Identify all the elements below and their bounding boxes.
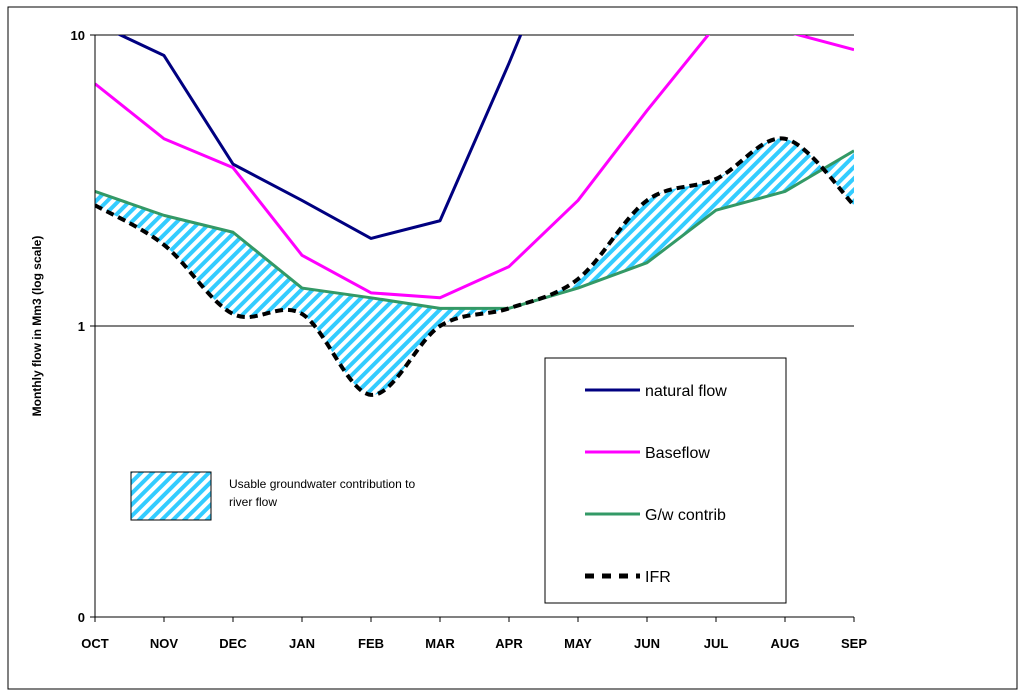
x-tick-label: NOV	[150, 636, 179, 651]
series-lines	[95, 35, 854, 397]
legend-label-natural-flow: natural flow	[645, 383, 727, 400]
usable-groundwater-area	[95, 138, 854, 395]
shaded-area-label-line2: river flow	[229, 495, 277, 509]
x-tick-label: FEB	[358, 636, 384, 651]
y-axis-title: Monthly flow in Mm3 (log scale)	[30, 236, 44, 417]
x-tick-label: DEC	[219, 636, 247, 651]
x-tick-label: MAR	[425, 636, 455, 651]
x-tick-label: JAN	[289, 636, 315, 651]
legend-label-baseflow: Baseflow	[645, 445, 710, 462]
legend-label-g-w-contrib: G/w contrib	[645, 507, 726, 524]
y-tick-label: 1	[78, 319, 85, 334]
x-tick-label: JUL	[704, 636, 729, 651]
gridlines	[95, 34, 854, 327]
x-ticks: OCT NOV DEC JAN FEB MAR APR MAY JUN JUL AUG SEP	[81, 617, 867, 651]
legend: natural flow Baseflow G/w contrib IFR	[544, 357, 787, 604]
series-line-baseflow	[95, 35, 854, 300]
legend-label-ifr: IFR	[645, 569, 671, 586]
series-line-g-w-contrib	[95, 149, 854, 310]
series-line-natural-flow	[116, 35, 523, 240]
x-tick-label: JUN	[634, 636, 660, 651]
chart-border	[7, 6, 1018, 690]
x-tick-label: MAY	[564, 636, 592, 651]
x-tick-label: APR	[495, 636, 523, 651]
series-line-ifr	[95, 136, 854, 397]
y-tick-label: 0	[78, 610, 85, 625]
shaded-area-label-line1: Usable groundwater contribution to	[229, 477, 415, 491]
legend-box	[544, 357, 787, 604]
x-tick-label: OCT	[81, 636, 109, 651]
x-tick-label: SEP	[841, 636, 867, 651]
shaded-area-swatch	[130, 471, 212, 521]
y-tick-label: 10	[71, 28, 85, 43]
x-tick-label: AUG	[771, 636, 800, 651]
